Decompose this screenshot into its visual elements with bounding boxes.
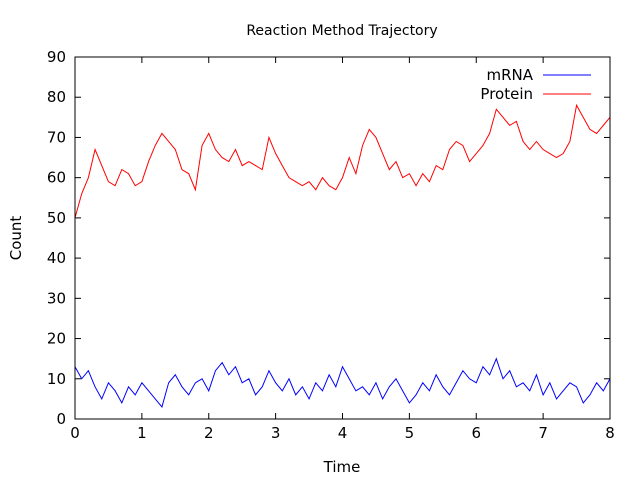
x-tick-label: 2 [204,424,214,442]
y-tick-label: 10 [47,370,66,388]
legend-label-protein: Protein [480,85,533,103]
y-tick-label: 60 [47,169,66,187]
y-tick-label: 0 [56,410,66,428]
y-tick-label: 20 [47,330,66,348]
series-line-mrna [74,357,611,408]
y-axis-label: Count [7,216,25,261]
x-tick-label: 7 [538,424,548,442]
x-tick-label: 0 [70,424,80,442]
x-tick-label: 6 [471,424,481,442]
y-tick-label: 90 [47,48,66,66]
x-tick-label: 8 [605,424,615,442]
series-line-protein [74,103,611,219]
x-tick-label: 3 [271,424,281,442]
x-tick-label: 4 [338,424,348,442]
y-tick-label: 70 [47,128,66,146]
chart-title: Reaction Method Trajectory [246,23,437,39]
series-layer [74,103,611,408]
y-tick-label: 80 [47,88,66,106]
y-tick-label: 30 [47,289,66,307]
plot-frame [74,56,611,420]
x-axis-label: Time [323,458,361,476]
legend-label-mrna: mRNA [486,66,533,84]
y-tick-label: 40 [47,249,66,267]
x-tick-label: 1 [137,424,147,442]
x-tick-label: 5 [405,424,415,442]
y-tick-label: 50 [47,209,66,227]
